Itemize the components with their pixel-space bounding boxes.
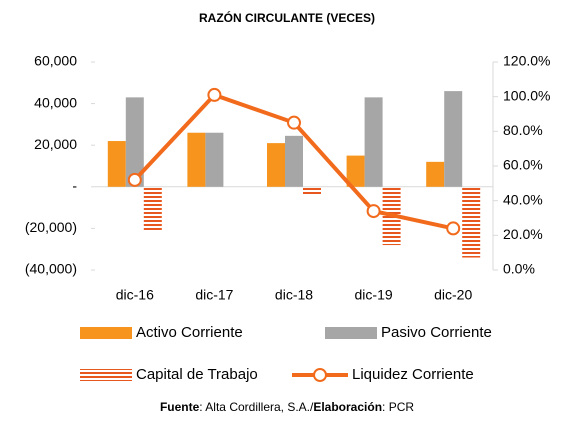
bar	[107, 141, 126, 187]
y2-tick-label: 0.0%	[503, 261, 535, 277]
y2-tick-label: 40.0%	[503, 191, 543, 207]
source-text: : Alta Cordillera, S.A./	[199, 400, 314, 414]
legend-label: Liquidez Corriente	[352, 366, 474, 383]
bar	[426, 161, 445, 187]
line-marker	[366, 204, 381, 219]
bar	[444, 91, 463, 187]
y2-tick-label: 60.0%	[503, 157, 543, 173]
x-tick-label: dic-16	[116, 287, 154, 303]
source-label: Elaboración	[313, 400, 382, 414]
bar	[187, 132, 206, 187]
source-label: Fuente	[160, 400, 200, 414]
y-tick-label: -	[72, 178, 77, 194]
bar	[346, 155, 365, 187]
bar	[303, 186, 321, 195]
y2-tick-label: 100.0%	[503, 87, 550, 103]
bar	[267, 143, 285, 187]
bar	[364, 97, 383, 187]
source-text: : PCR	[382, 400, 414, 414]
y2-tick-label: 120.0%	[503, 53, 550, 69]
line-marker	[127, 172, 142, 187]
y2-tick-label: 20.0%	[503, 226, 543, 242]
x-tick-label: dic-18	[275, 287, 313, 303]
bar	[125, 97, 144, 187]
legend-swatch	[325, 327, 377, 339]
x-tick-label: dic-20	[434, 287, 472, 303]
bar	[143, 186, 162, 231]
legend-swatch	[80, 327, 132, 339]
legend-label: Activo Corriente	[136, 324, 243, 341]
legend-label: Capital de Trabajo	[136, 366, 258, 383]
legend-swatch	[313, 368, 327, 382]
bar	[223, 186, 242, 188]
y-tick-label: 60,000	[34, 53, 77, 69]
y-tick-label: 40,000	[34, 94, 77, 110]
x-tick-label: dic-17	[195, 287, 233, 303]
bar	[285, 135, 303, 187]
legend-swatch	[80, 369, 132, 381]
chart-title: RAZÓN CIRCULANTE (VECES)	[199, 10, 375, 25]
bar	[462, 186, 481, 258]
line-marker	[287, 115, 301, 130]
y-tick-label: (40,000)	[25, 261, 77, 277]
line-marker	[446, 221, 461, 236]
x-tick-label: dic-19	[355, 287, 393, 303]
line-marker	[207, 87, 222, 102]
y2-tick-label: 80.0%	[503, 122, 543, 138]
bar	[205, 132, 224, 187]
y-tick-label: (20,000)	[25, 219, 77, 235]
y-tick-label: 20,000	[34, 136, 77, 152]
source: Fuente: Alta Cordillera, S.A./Elaboració…	[160, 400, 414, 414]
legend-label: Pasivo Corriente	[381, 324, 492, 341]
